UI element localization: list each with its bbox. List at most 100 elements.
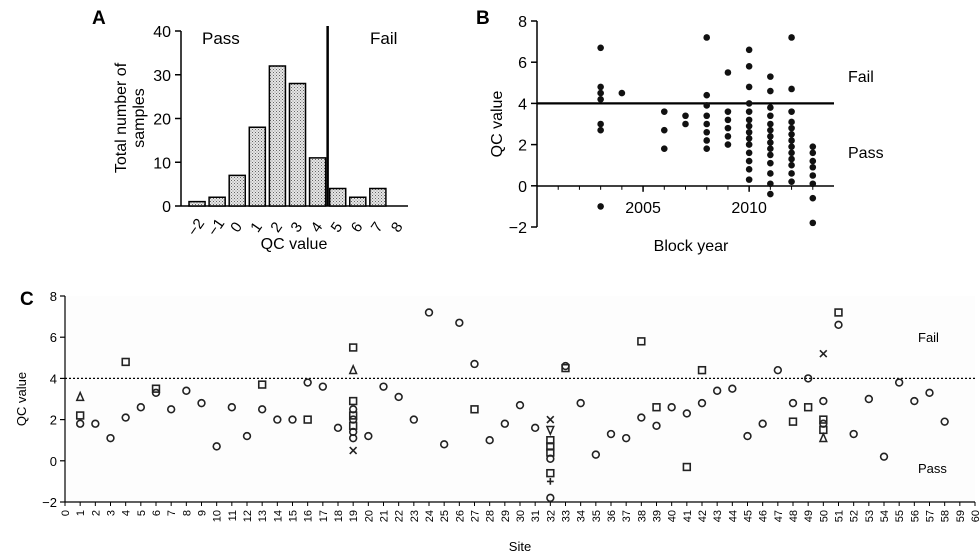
panel-a-y-tick-label: 10	[153, 155, 171, 172]
panel-a-bar	[310, 158, 326, 206]
panel-label-a: A	[92, 8, 106, 29]
panel-c-x-tick-label: 26	[454, 510, 466, 522]
panel-c-x-tick-label: 58	[940, 510, 952, 522]
panel-c-x-tick-label: 11	[227, 510, 239, 521]
panel-c-x-tick-label: 39	[652, 510, 664, 522]
panel-c-y-tick-label: 4	[50, 371, 57, 386]
panel-b-point	[725, 108, 732, 115]
panel-b-point	[746, 150, 753, 157]
panel-b-point	[703, 34, 710, 41]
panel-b-point	[788, 125, 795, 132]
panel-b-point	[703, 129, 710, 136]
panel-b-point	[788, 156, 795, 163]
panel-c-x-tick-label: 57	[925, 510, 937, 522]
panel-c-x-tick-label: 44	[727, 510, 739, 522]
panel-b-point	[746, 84, 753, 91]
panel-b-point	[767, 112, 774, 119]
panel-b-point	[788, 137, 795, 144]
panel-b-y-tick-label: −2	[509, 220, 527, 237]
panel-c-x-tick-label: 32	[545, 510, 557, 522]
panel-c-y-tick-label: 0	[50, 454, 57, 469]
panel-b-point	[767, 180, 774, 187]
panel-c-x-tick-label: 6	[151, 510, 163, 516]
panel-b-point	[788, 119, 795, 126]
panel-b-point	[725, 133, 732, 140]
panel-c-x-tick-label: 55	[894, 510, 906, 522]
panel-b-point	[746, 117, 753, 124]
panel-b-point	[767, 73, 774, 80]
panel-c-x-tick-label: 41	[682, 510, 694, 522]
panel-c-x-tick-label: 31	[530, 510, 542, 522]
panel-b-point	[597, 121, 604, 128]
panel-c-x-tick-label: 17	[318, 510, 330, 522]
panel-c-x-tick-label: 4	[121, 510, 133, 516]
panel-c-x-label: Site	[509, 539, 531, 553]
panel-b-point	[809, 143, 816, 150]
panel-b-y-tick-label: 6	[518, 55, 527, 72]
panel-a-x-tick-label: 5	[328, 219, 347, 236]
panel-c-x-tick-label: 45	[743, 510, 755, 522]
panel-a-y-label-line: Total number of	[113, 62, 130, 173]
panel-a-x-tick-label: 0	[227, 219, 246, 236]
panel-b-point	[746, 141, 753, 148]
panel-a-x-tick-label: 1	[247, 219, 266, 236]
panel-b-point	[767, 121, 774, 128]
panel-b-point	[746, 135, 753, 142]
panel-b-point	[725, 141, 732, 148]
panel-c-x-tick-label: 2	[90, 510, 102, 516]
panel-b-point	[767, 160, 774, 167]
panel-b-y-label: QC value	[489, 91, 506, 158]
panel-c-x-tick-label: 13	[257, 510, 269, 522]
panel-c-x-tick-label: 35	[591, 510, 603, 522]
panel-a-x-tick-label: 3	[287, 219, 306, 236]
panel-b-point	[767, 139, 774, 146]
panel-c-x-tick-label: 24	[424, 510, 436, 522]
panel-c-x-tick-label: 33	[561, 510, 573, 522]
panel-b-point	[788, 170, 795, 177]
panel-a-bar	[209, 197, 225, 206]
panel-c-x-tick-label: 40	[667, 510, 679, 522]
panel-b-point	[746, 108, 753, 115]
panel-b-point	[767, 191, 774, 198]
panel-b-point	[746, 176, 753, 183]
panel-c-x-tick-label: 10	[212, 510, 224, 522]
panel-c-x-tick-label: 5	[136, 510, 148, 516]
panel-a-x-tick-label: 7	[368, 219, 387, 236]
panel-b-point	[703, 121, 710, 128]
panel-b-y-tick-label: 4	[518, 96, 527, 113]
panel-c-x-tick-label: 56	[909, 510, 921, 522]
panel-c-x-tick-label: 52	[849, 510, 861, 522]
panel-a-bar	[350, 197, 366, 206]
panel-c-x-tick-label: 53	[864, 510, 876, 522]
panel-b-x-tick-label: 2010	[731, 200, 767, 217]
panel-b-point	[746, 166, 753, 173]
panel-a-bar	[269, 66, 285, 206]
panel-b-point	[703, 102, 710, 109]
panel-c-x-tick-label: 15	[288, 510, 300, 522]
panel-c-x-tick-label: 1	[75, 510, 87, 516]
panel-a-bar	[289, 84, 305, 207]
panel-b-point	[661, 108, 668, 115]
panel-a-pass-label: Pass	[202, 29, 240, 48]
panel-c-x-tick-label: 21	[379, 510, 391, 522]
panel-c-y-label: QC value	[14, 372, 29, 426]
panel-a-y-label: Total number ofsamples	[113, 62, 148, 173]
panel-b-point	[597, 127, 604, 134]
panel-label-c: C	[20, 289, 34, 310]
panel-b-point	[597, 84, 604, 91]
panel-b-point	[746, 63, 753, 70]
panel-b-point	[788, 34, 795, 41]
panel-c-y-tick-label: −2	[42, 495, 57, 510]
panel-b-point	[661, 145, 668, 152]
panel-b-point	[682, 112, 689, 119]
panel-b-point	[809, 195, 816, 202]
panel-b-point	[809, 150, 816, 157]
panel-a-bar	[370, 189, 386, 207]
panel-c-x-tick-label: 27	[470, 510, 482, 522]
panel-b-x-tick-label: 2005	[625, 200, 661, 217]
panel-b-point	[788, 143, 795, 150]
panel-c-y-tick-label: 2	[50, 413, 57, 428]
panel-a-x-tick-label: 4	[308, 219, 327, 236]
panel-a-fail-label: Fail	[370, 29, 397, 48]
